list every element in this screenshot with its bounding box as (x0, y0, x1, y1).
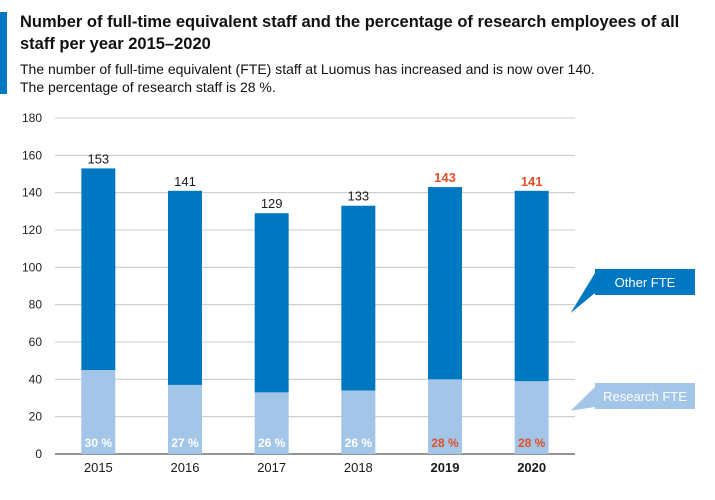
bar-research-fte (168, 384, 202, 454)
research-percent-label: 26 % (345, 436, 373, 450)
total-value-label: 141 (521, 174, 543, 189)
y-tick-label: 140 (22, 186, 42, 200)
x-tick-label: 2018 (344, 460, 373, 475)
gridlines (55, 117, 575, 455)
accent-bar (0, 12, 7, 94)
legend: Other FTE Research FTE (570, 269, 695, 411)
y-tick-label: 120 (22, 223, 42, 237)
research-percent-label: 28 % (431, 436, 459, 450)
bar-research-fte (254, 392, 289, 454)
total-value-label: 141 (174, 174, 196, 189)
bar-research-fte (514, 381, 549, 454)
legend-research-box (595, 383, 695, 409)
y-tick-label: 80 (29, 298, 43, 312)
bar-research-fte (428, 379, 462, 454)
bar-labels: 153 30 % 141 27 % 129 26 % 133 26 % 143 28 % 141 28… (85, 151, 546, 450)
research-percent-label: 28 % (518, 436, 546, 450)
total-value-label: 129 (261, 196, 283, 211)
bar-other-fte (254, 213, 289, 393)
bar-other-fte (514, 190, 549, 382)
bar-other-fte (81, 168, 116, 370)
total-value-label: 153 (87, 151, 109, 166)
bar-other-fte (168, 190, 202, 385)
legend-other-box (595, 269, 695, 295)
x-tick-label: 2015 (84, 460, 113, 475)
bar-research-fte (81, 370, 116, 454)
chart-subtitle: The number of full-time equivalent (FTE)… (20, 60, 700, 96)
y-tick-label: 180 (22, 111, 42, 125)
legend-other-pointer (570, 273, 595, 313)
total-value-label: 133 (347, 189, 369, 204)
x-tick-label: 2016 (171, 460, 200, 475)
total-value-label: 143 (434, 170, 456, 185)
y-tick-label: 20 (29, 410, 43, 424)
subtitle-line-2: The percentage of research staff is 28 %… (20, 79, 276, 95)
legend-research-pointer (570, 387, 595, 411)
bar-other-fte (341, 205, 376, 391)
bar-other-fte (428, 187, 462, 380)
x-axis-ticks: 2015 2016 2017 2018 2019 2020 (84, 460, 546, 475)
y-tick-label: 160 (22, 148, 42, 162)
research-percent-label: 26 % (258, 436, 286, 450)
x-tick-label: 2019 (431, 460, 460, 475)
y-tick-label: 60 (29, 335, 43, 349)
legend-research-label: Research FTE (603, 389, 687, 404)
research-percent-label: 30 % (85, 436, 113, 450)
legend-other-label: Other FTE (615, 275, 676, 290)
chart-title: Number of full-time equivalent staff and… (20, 13, 680, 53)
x-tick-label: 2017 (257, 460, 286, 475)
y-tick-label: 40 (29, 372, 43, 386)
y-axis-ticks: 0 20 40 60 80 100 120 140 160 180 (22, 111, 42, 461)
bars (81, 168, 549, 454)
y-tick-label: 100 (22, 260, 42, 274)
research-percent-label: 27 % (171, 436, 199, 450)
y-tick-label: 0 (35, 447, 42, 461)
subtitle-line-1: The number of full-time equivalent (FTE)… (20, 61, 595, 77)
x-tick-label: 2020 (517, 460, 546, 475)
bar-research-fte (341, 390, 376, 454)
